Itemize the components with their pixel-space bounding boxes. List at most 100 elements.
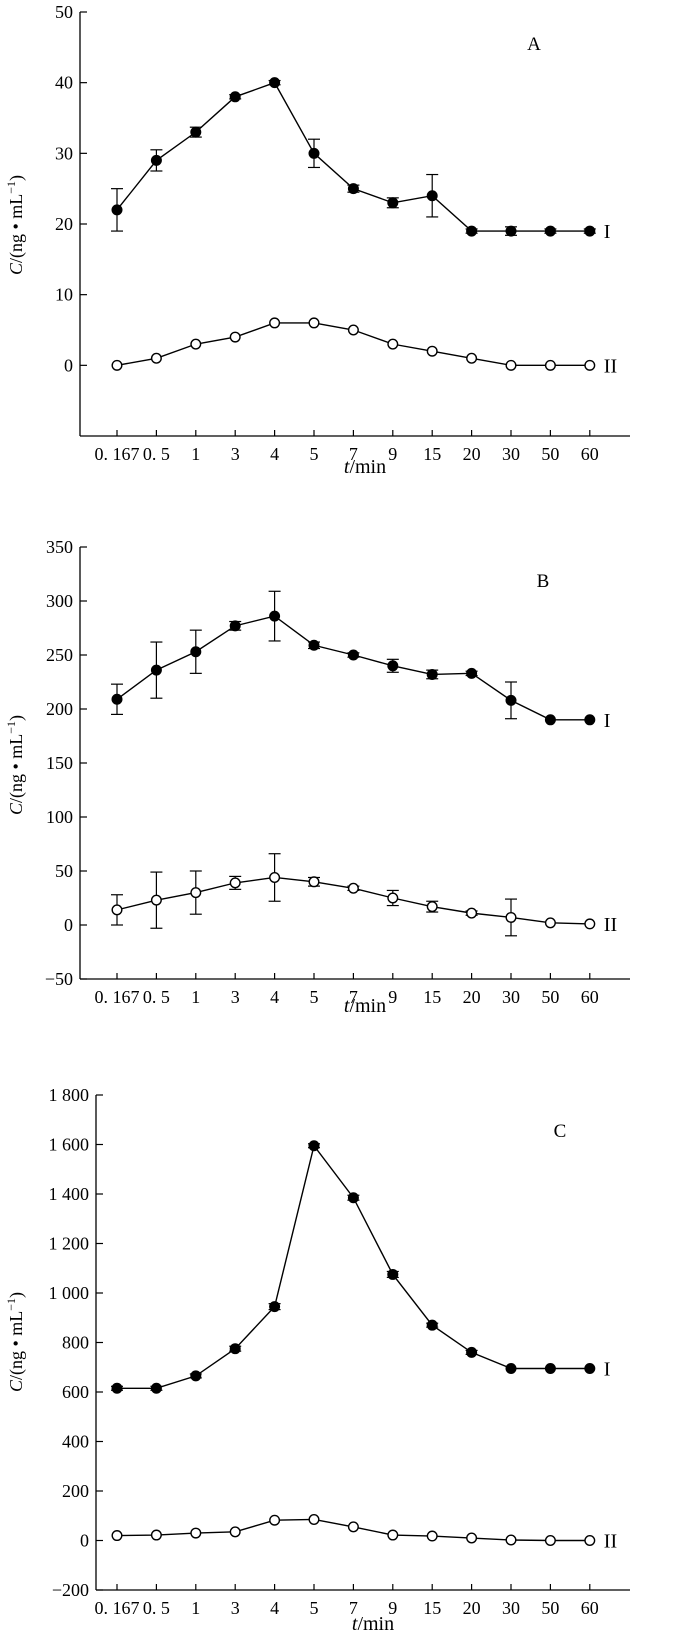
data-point-open — [150, 894, 162, 906]
x-tick-label: 0. 5 — [143, 987, 170, 1007]
data-point-open — [544, 359, 556, 371]
x-tick-label: 7 — [349, 1598, 358, 1618]
series-label: I — [604, 1358, 611, 1380]
x-axis-title: t/min — [344, 995, 386, 1017]
data-point-open — [544, 917, 556, 929]
data-point-filled — [426, 668, 438, 680]
data-point-open — [308, 876, 320, 888]
data-point-open — [150, 1529, 162, 1541]
data-point-open — [505, 911, 517, 923]
data-point-filled — [544, 714, 556, 726]
y-axis-title-sup: −1 — [4, 181, 18, 194]
data-point-open — [584, 1534, 596, 1546]
series-line — [117, 1144, 590, 1389]
series-i: I — [111, 590, 610, 732]
series-line — [116, 81, 590, 232]
data-point-filled — [426, 1319, 438, 1331]
data-point-filled — [111, 693, 123, 705]
y-tick-label: 10 — [55, 285, 73, 305]
data-point-filled — [150, 154, 162, 166]
x-tick-label: 20 — [463, 1598, 481, 1618]
y-tick-label: 50 — [55, 2, 73, 22]
y-axis-title-var: C — [6, 802, 26, 815]
x-tick-label: 1 — [191, 987, 200, 1007]
chart-panel-b: −50 0 50 100 150 200 250 300 350 0. 167 0. 5 1 3 4 5 7 9… — [4, 537, 630, 1017]
data-point-filled — [308, 1140, 320, 1152]
data-point-open — [111, 359, 123, 371]
y-axis-title-var: C — [6, 262, 26, 275]
x-tick-label: 15 — [423, 1598, 441, 1618]
y-tick-label: 600 — [62, 1382, 89, 1402]
data-point-open — [584, 359, 596, 371]
data-point-filled — [111, 204, 123, 216]
x-axis-title-unit: /min — [349, 995, 386, 1017]
x-tick-label: 0. 167 — [95, 1598, 140, 1618]
data-point-open — [466, 352, 478, 364]
data-point-filled — [544, 225, 556, 237]
series-ii: II — [111, 853, 617, 937]
x-tick-label: 50 — [541, 444, 559, 464]
data-point-filled — [308, 147, 320, 159]
data-point-open — [505, 359, 517, 371]
y-tick-label: 400 — [62, 1432, 89, 1452]
y-axis-title: C/(ng • mL−1) — [4, 1292, 27, 1392]
x-tick-label: 0. 167 — [95, 444, 140, 464]
data-point-filled — [544, 1362, 556, 1374]
x-tick-label: 9 — [388, 444, 397, 464]
y-axis-title-unit: /(ng • mL — [6, 734, 27, 803]
data-point-open — [426, 1530, 438, 1542]
data-point-open — [269, 1514, 281, 1526]
y-tick-label: 200 — [62, 1481, 89, 1501]
data-point-open — [387, 892, 399, 904]
data-point-filled — [466, 667, 478, 679]
x-axis-title: t/min — [344, 456, 386, 478]
data-point-open — [466, 907, 478, 919]
y-tick-label: 1 200 — [49, 1234, 90, 1254]
series-i: I — [111, 77, 610, 243]
x-tick-label: 50 — [541, 987, 559, 1007]
data-point-filled — [229, 91, 241, 103]
x-tick-label: 20 — [463, 987, 481, 1007]
data-point-filled — [584, 225, 596, 237]
data-point-filled — [150, 1382, 162, 1394]
data-point-filled — [466, 1346, 478, 1358]
data-point-open — [229, 1526, 241, 1538]
x-tick-label: 1 — [191, 444, 200, 464]
data-point-filled — [387, 1268, 399, 1280]
series-ii: II — [111, 1513, 617, 1553]
y-axis-title-unit: /(ng • mL — [6, 194, 27, 263]
data-point-filled — [269, 1301, 281, 1313]
series-i: I — [111, 1140, 611, 1394]
x-tick-label: 5 — [310, 987, 319, 1007]
x-tick-label: 30 — [502, 987, 520, 1007]
data-point-open — [269, 871, 281, 883]
data-point-open — [426, 345, 438, 357]
x-tick-label: 3 — [231, 1598, 240, 1618]
data-point-filled — [426, 190, 438, 202]
data-point-open — [111, 904, 123, 916]
x-tick-label: 30 — [502, 444, 520, 464]
y-axis-title-sup: −1 — [4, 721, 18, 734]
data-point-open — [229, 331, 241, 343]
y-axis-title-sup: −1 — [4, 1298, 18, 1311]
data-point-filled — [505, 1362, 517, 1374]
panel-label: A — [527, 34, 541, 55]
data-point-filled — [190, 646, 202, 658]
data-point-filled — [584, 714, 596, 726]
x-tick-label: 15 — [423, 444, 441, 464]
x-tick-label: 3 — [231, 444, 240, 464]
y-tick-label: 800 — [62, 1333, 89, 1353]
x-tick-label: 0. 5 — [143, 444, 170, 464]
data-point-open — [229, 877, 241, 889]
y-tick-label: 1 000 — [49, 1283, 90, 1303]
y-tick-label: −200 — [52, 1580, 89, 1600]
data-point-filled — [347, 649, 359, 661]
y-axis-title: C/(ng • mL−1) — [4, 715, 27, 815]
y-tick-label: 200 — [46, 699, 73, 719]
data-point-filled — [387, 197, 399, 209]
x-tick-label: 60 — [581, 987, 599, 1007]
data-point-open — [466, 1532, 478, 1544]
y-axis-title-close: ) — [6, 175, 27, 181]
y-axis-title: C/(ng • mL−1) — [4, 175, 27, 275]
